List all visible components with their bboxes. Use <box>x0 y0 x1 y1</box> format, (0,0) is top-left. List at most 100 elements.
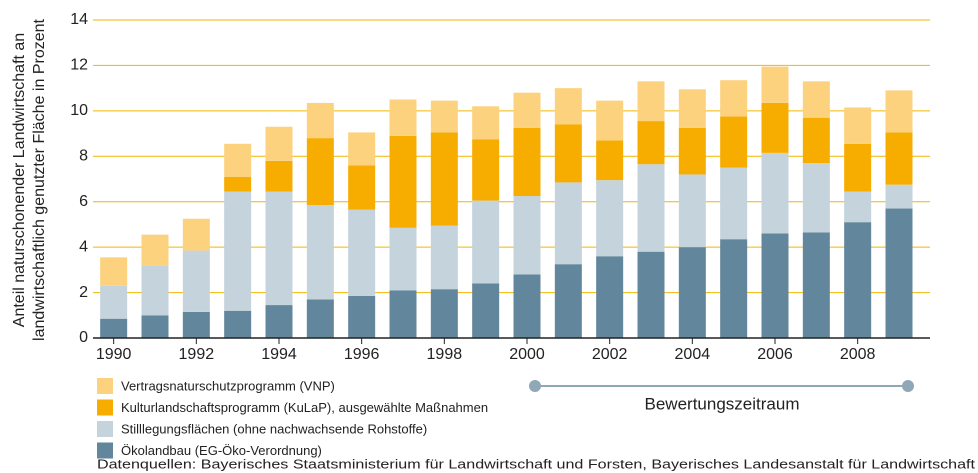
source: Datenquellen: Bayerisches Staatsminister… <box>97 456 975 471</box>
x-tick-label: 1992 <box>179 346 215 363</box>
bar-segment <box>100 285 128 319</box>
bar-segment <box>389 227 417 291</box>
y-axis-label: Anteil naturschonender Landwirtschaft an <box>11 33 28 327</box>
x-tick-label: 2000 <box>509 346 545 363</box>
bar-segment <box>265 305 293 338</box>
period-end <box>902 380 914 392</box>
bar-segment <box>761 66 789 103</box>
x-tick-label: 1996 <box>344 346 380 363</box>
bar-segment <box>802 163 830 233</box>
bar-segment <box>596 100 624 141</box>
legend-label: Ökolandbau (EG-Öko-Verordnung) <box>121 443 322 458</box>
bar-segment <box>596 180 624 257</box>
bar-segment <box>844 143 872 192</box>
x-tick-label: 2002 <box>592 346 628 363</box>
bar-segment <box>513 127 541 197</box>
bar-segment <box>761 152 789 234</box>
legend-swatch <box>97 399 113 416</box>
bar-segment <box>761 102 789 153</box>
legend-swatch <box>97 421 113 437</box>
bar-segment <box>100 318 128 338</box>
bar-segment <box>885 132 913 185</box>
bar-segment <box>844 191 872 223</box>
bar-segment <box>554 124 582 183</box>
legend-label: Kulturlandschaftsprogramm (KuLaP), ausge… <box>121 400 488 415</box>
bar-segment <box>802 81 830 118</box>
bar-segment <box>720 167 748 240</box>
bar-segment <box>348 165 376 210</box>
bar-segment <box>720 116 748 168</box>
x-tick-label: 1994 <box>261 346 297 363</box>
bar-segment <box>596 256 624 338</box>
bar-segment <box>306 138 334 206</box>
bar-segment <box>513 92 541 128</box>
bar-segment <box>265 126 293 161</box>
bar-segment <box>430 289 458 338</box>
bar-segment <box>554 182 582 265</box>
bar-segment <box>472 283 500 338</box>
y-axis-label: landwirtschaftlich genutzter Fläche in P… <box>31 18 48 340</box>
bar-segment <box>720 239 748 338</box>
bar-segment <box>265 160 293 192</box>
bar-segment <box>472 106 500 140</box>
bar-segment <box>637 81 665 122</box>
bar-segment <box>224 191 252 311</box>
bar-segment <box>348 209 376 296</box>
y-tick-label: 8 <box>79 148 88 165</box>
bar-segment <box>885 184 913 209</box>
period-start <box>529 380 541 392</box>
bar-segment <box>224 310 252 338</box>
x-tick-label: 1998 <box>427 346 463 363</box>
y-tick-label: 4 <box>79 238 88 255</box>
bar-segment <box>637 251 665 338</box>
bar-segment <box>637 164 665 252</box>
x-tick-label: 1990 <box>96 346 132 363</box>
bar-segment <box>761 233 789 338</box>
y-tick-label: 12 <box>70 57 88 74</box>
legend-label: Vertragsnaturschutzprogramm (VNP) <box>121 378 335 393</box>
bar-segment <box>802 117 830 164</box>
bar-segment <box>224 176 252 192</box>
bar-segment <box>678 247 706 338</box>
y-tick-label: 10 <box>70 102 88 119</box>
bar-segment <box>306 205 334 300</box>
legend-swatch <box>97 378 113 394</box>
bar-segment <box>389 99 417 136</box>
bar-segment <box>141 315 169 338</box>
legend-label: Stilllegungsflächen (ohne nachwachsende … <box>121 421 427 436</box>
bar-segment <box>182 311 210 338</box>
bar-segment <box>678 127 706 175</box>
bar-segment <box>472 200 500 284</box>
bar-segment <box>802 232 830 338</box>
bar-segment <box>430 132 458 226</box>
bar-segment <box>678 89 706 128</box>
bar-segment <box>306 299 334 338</box>
bar-segment <box>885 90 913 133</box>
annotation: Bewertungszeitraum <box>645 394 800 413</box>
x-tick-label: 2008 <box>840 346 876 363</box>
bar-segment <box>554 88 582 125</box>
bar-segment <box>348 132 376 166</box>
bar-segment <box>389 290 417 338</box>
bar-segment <box>637 121 665 165</box>
bar-segment <box>885 208 913 338</box>
bar-segment <box>430 225 458 290</box>
bar-segment <box>306 102 334 139</box>
x-tick-label: 2004 <box>675 346 711 363</box>
bar-segment <box>513 274 541 338</box>
bar-segment <box>513 196 541 275</box>
bar-segment <box>430 100 458 133</box>
bar-segment <box>224 143 252 177</box>
bar-segment <box>596 140 624 181</box>
bar-segment <box>472 139 500 201</box>
bar-segment <box>678 174 706 248</box>
bar-segment <box>554 264 582 338</box>
bar-segment <box>141 234 169 266</box>
x-tick-label: 2006 <box>757 346 793 363</box>
bar-segment <box>141 265 169 316</box>
bar-segment <box>182 218 210 251</box>
y-tick-label: 6 <box>79 193 88 210</box>
bar-segment <box>720 80 748 117</box>
bar-segment <box>844 107 872 144</box>
